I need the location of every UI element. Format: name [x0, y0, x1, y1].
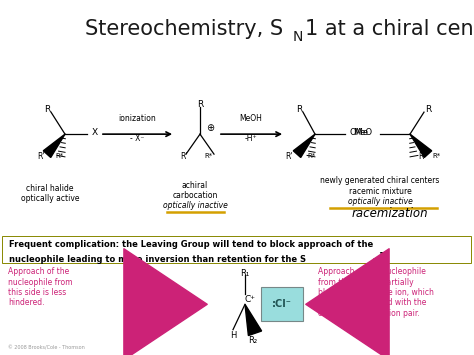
FancyBboxPatch shape [261, 287, 303, 321]
Text: Approach of the nucleophile
from this side is partially
blocked by chloride ion,: Approach of the nucleophile from this si… [318, 267, 434, 318]
Text: R': R' [180, 152, 188, 160]
Text: X: X [92, 128, 98, 137]
Text: racemic mixture: racemic mixture [348, 187, 411, 196]
Text: racemization: racemization [352, 207, 428, 220]
Text: nucleophile leading to more inversion than retention for the S: nucleophile leading to more inversion th… [9, 256, 307, 264]
Text: R: R [425, 105, 431, 114]
Polygon shape [43, 134, 65, 158]
Polygon shape [245, 304, 262, 335]
Text: ⊕: ⊕ [206, 123, 214, 133]
Text: R': R' [285, 152, 293, 160]
Text: R₂: R₂ [248, 336, 257, 345]
Text: R*: R* [204, 153, 212, 159]
Text: C⁺: C⁺ [245, 295, 255, 304]
Text: R₁: R₁ [240, 269, 250, 278]
Text: R*: R* [55, 153, 63, 159]
Text: H: H [230, 331, 236, 340]
Text: - X⁻: - X⁻ [130, 133, 144, 143]
Polygon shape [410, 134, 432, 158]
Text: optically active: optically active [21, 194, 79, 203]
Text: carbocation: carbocation [173, 191, 218, 200]
Text: R': R' [418, 152, 426, 160]
Text: achiral: achiral [182, 181, 208, 190]
Text: N: N [292, 31, 303, 44]
Text: R: R [197, 100, 203, 109]
Text: :Cl⁻: :Cl⁻ [272, 299, 292, 309]
Text: MeOH: MeOH [239, 114, 263, 122]
Text: optically inactive: optically inactive [347, 197, 412, 206]
Text: -H⁺: -H⁺ [245, 133, 257, 143]
Polygon shape [293, 134, 315, 158]
Text: OMe: OMe [350, 128, 369, 137]
Text: chiral halide: chiral halide [26, 184, 74, 193]
Text: R*: R* [307, 153, 315, 159]
Text: © 2008 Brooks/Cole - Thomson: © 2008 Brooks/Cole - Thomson [8, 346, 85, 351]
Text: R: R [44, 105, 50, 114]
Text: R*: R* [432, 153, 440, 159]
Text: R': R' [37, 152, 45, 160]
Text: Stereochemistry, S: Stereochemistry, S [85, 19, 283, 39]
Text: ionization: ionization [118, 114, 156, 122]
Text: R: R [296, 105, 302, 114]
Text: MeO: MeO [353, 128, 372, 137]
Text: newly generated chiral centers: newly generated chiral centers [320, 176, 440, 185]
Text: 1: 1 [378, 252, 384, 261]
Text: Frequent complication: the Leaving Group will tend to block approach of the: Frequent complication: the Leaving Group… [9, 240, 374, 249]
Text: 1 at a chiral center.: 1 at a chiral center. [305, 19, 474, 39]
Text: Approach of the
nucleophile from
this side is less
hindered.: Approach of the nucleophile from this si… [8, 267, 73, 307]
Text: N: N [373, 258, 378, 263]
Text: optically inactive: optically inactive [163, 201, 228, 210]
